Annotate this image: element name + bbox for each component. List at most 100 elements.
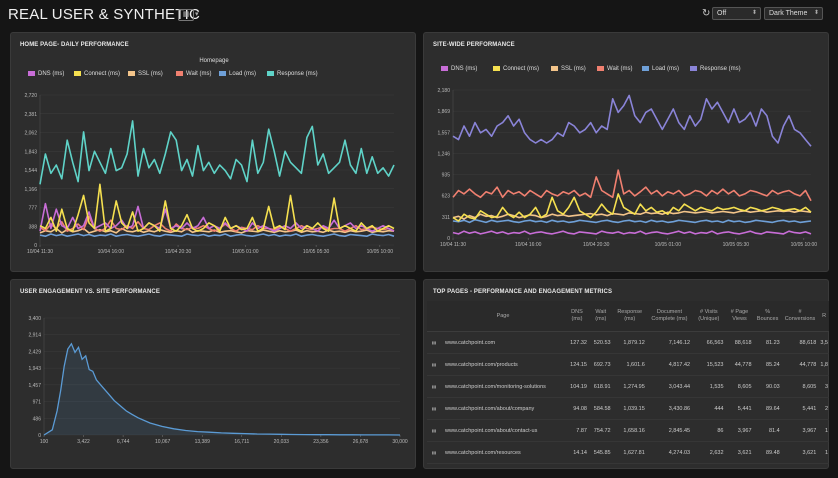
column-header[interactable]: Response (ms) <box>612 301 647 332</box>
legend-item[interactable]: Response (ms) <box>690 66 741 72</box>
y-tick-label: 0 <box>38 433 41 439</box>
y-tick-label: 1,166 <box>24 187 37 193</box>
bar-chart-icon[interactable]: ▮▮ <box>427 463 441 469</box>
theme-select[interactable]: Dark Theme ⬍ <box>764 7 823 20</box>
metric-cell: 86 <box>692 419 726 442</box>
metric-cell: 3,430.86 <box>646 397 693 420</box>
legend-item[interactable]: SSL (ms) <box>551 66 586 72</box>
y-tick-label: 1,557 <box>437 130 450 136</box>
area-fill <box>44 343 400 435</box>
table-row[interactable]: ▮▮ www.catchpoint.com/about/contact-us 7.8… <box>427 419 829 442</box>
x-tick-label: 30,000 <box>392 439 408 445</box>
series-line[interactable] <box>452 230 812 235</box>
metric-cell: 520.53 <box>588 331 613 354</box>
metric-cell: 124.15 <box>565 353 589 376</box>
metric-cell: 618.91 <box>588 375 613 398</box>
y-tick-label: 2,062 <box>24 131 37 137</box>
column-header[interactable]: # Visits (Unique) <box>692 301 726 332</box>
metric-cell: 5,441 <box>781 397 819 420</box>
y-tick-label: 388 <box>29 224 38 230</box>
metric-cell: 14.14 <box>565 441 589 464</box>
table-row[interactable]: ▮▮ www.catchpoint.com/about/company 94.08 5… <box>427 397 829 420</box>
bar-chart-icon[interactable]: ▮▮ <box>427 331 441 354</box>
legend-item[interactable]: Wait (ms) <box>597 66 632 72</box>
refresh-interval-select[interactable]: Off ⬍ <box>712 7 761 20</box>
bar-chart-icon[interactable]: ▮▮ <box>427 375 441 398</box>
series-line[interactable] <box>452 94 812 147</box>
series-line[interactable] <box>39 183 395 232</box>
refresh-interval-value: Off <box>717 10 727 17</box>
chevron-down-icon[interactable]: ▾ <box>195 11 199 18</box>
bar-chart-icon[interactable]: ▮▮ <box>427 441 441 464</box>
site-performance-panel: SITE-WIDE PERFORMANCE DNS (ms) Connect (m… <box>423 32 829 272</box>
metric-cell: 632 <box>692 463 726 469</box>
metric-cell: 88,618 <box>725 331 754 354</box>
bar-chart-icon[interactable]: ▮▮ <box>427 397 441 420</box>
metric-cell: 3,043.44 <box>646 375 693 398</box>
legend-item[interactable]: Response (ms) <box>267 71 318 77</box>
legend-item[interactable]: Wait (ms) <box>176 71 211 77</box>
metric-cell: 90.03 <box>753 375 782 398</box>
metric-cell: 2 <box>818 397 829 420</box>
legend-item[interactable]: Load (ms) <box>219 71 256 77</box>
metric-cell: 1,601.6 <box>612 353 647 376</box>
dashboard-menu-icon[interactable]: ▦ <box>178 9 194 21</box>
series-line[interactable] <box>39 120 395 185</box>
legend-swatch <box>597 66 604 71</box>
x-tick-label: 10/05 05:30 <box>723 242 750 248</box>
panel-title: TOP PAGES - PERFORMANCE AND ENGAGEMENT M… <box>433 289 613 295</box>
metric-cell: 1,530.95 <box>612 463 647 469</box>
column-header[interactable]: DNS (ms) <box>565 301 589 332</box>
table-row[interactable]: ▮▮ www.catchpoint.com 127.32 520.53 1,879.12… <box>427 331 829 354</box>
legend-item[interactable]: DNS (ms) <box>441 66 477 72</box>
metric-cell: 3,551 <box>725 463 754 469</box>
bar-chart-icon[interactable]: ▮▮ <box>427 419 441 442</box>
series-line[interactable] <box>39 233 395 237</box>
metric-cell: 3,967 <box>781 419 819 442</box>
legend-swatch <box>176 71 183 76</box>
series-line[interactable] <box>452 218 812 224</box>
series-line[interactable] <box>39 215 395 232</box>
theme-value: Dark Theme <box>769 10 808 17</box>
legend-item[interactable]: DNS (ms) <box>28 71 64 77</box>
column-header[interactable]: # Page Views <box>725 301 754 332</box>
y-tick-label: 1,843 <box>24 149 37 155</box>
legend-swatch <box>441 66 448 71</box>
metric-cell: 648.45 <box>588 463 613 469</box>
metric-cell: 3,621 <box>725 441 754 464</box>
table-row[interactable]: ▮▮ www.catchpoint.com/products 124.15 692.7… <box>427 353 829 376</box>
table-row[interactable]: ▮▮ www.catchpoint.com/monitoring-solution… <box>427 375 829 398</box>
refresh-icon[interactable]: ↻ <box>702 8 711 19</box>
legend-item[interactable]: Connect (ms) <box>74 71 120 77</box>
column-header[interactable]: # Conversions <box>781 301 819 332</box>
legend-item[interactable]: SSL (ms) <box>128 71 163 77</box>
table-row[interactable]: ▮▮ www.catchpoint.com/resources 14.14 545.8… <box>427 441 829 464</box>
bar-chart-icon[interactable]: ▮▮ <box>427 353 441 376</box>
series-line[interactable] <box>452 169 812 202</box>
metric-cell: 15,523 <box>692 353 726 376</box>
series-line[interactable] <box>452 193 812 222</box>
home-performance-panel: HOME PAGE- DAILY PERFORMANCE Homepage DN… <box>10 32 416 272</box>
column-header[interactable]: Document Complete (ms) <box>646 301 693 332</box>
metric-cell: 2,845.45 <box>646 419 693 442</box>
legend-item[interactable]: Connect (ms) <box>493 66 539 72</box>
metric-cell: 7.87 <box>565 419 589 442</box>
home-line-chart: 2,7202,3812,0621,8431,5441,166777388010/… <box>24 93 395 255</box>
table-row[interactable]: ▮▮http://www.catchpoint.com/products/gli… <box>427 463 829 469</box>
page-url-cell: www.catchpoint.com/resources <box>441 441 565 464</box>
column-header[interactable]: % Bounces <box>753 301 782 332</box>
legend-swatch <box>74 71 81 76</box>
legend-item[interactable]: Load (ms) <box>642 66 679 72</box>
y-tick-label: 623 <box>442 194 451 200</box>
series-line[interactable] <box>43 342 401 436</box>
column-header[interactable]: Page <box>441 301 565 332</box>
legend-swatch <box>642 66 649 71</box>
column-header[interactable]: Wait (ms) <box>588 301 613 332</box>
chart-subtitle: Homepage <box>199 58 229 64</box>
column-header[interactable]: R <box>818 301 829 332</box>
x-tick-label: 6,744 <box>117 439 130 445</box>
x-tick-label: 10,067 <box>155 439 171 445</box>
x-tick-label: 10/05 01:00 <box>655 242 682 248</box>
metric-cell: 1,8 <box>818 353 829 376</box>
series-line[interactable] <box>39 202 395 232</box>
